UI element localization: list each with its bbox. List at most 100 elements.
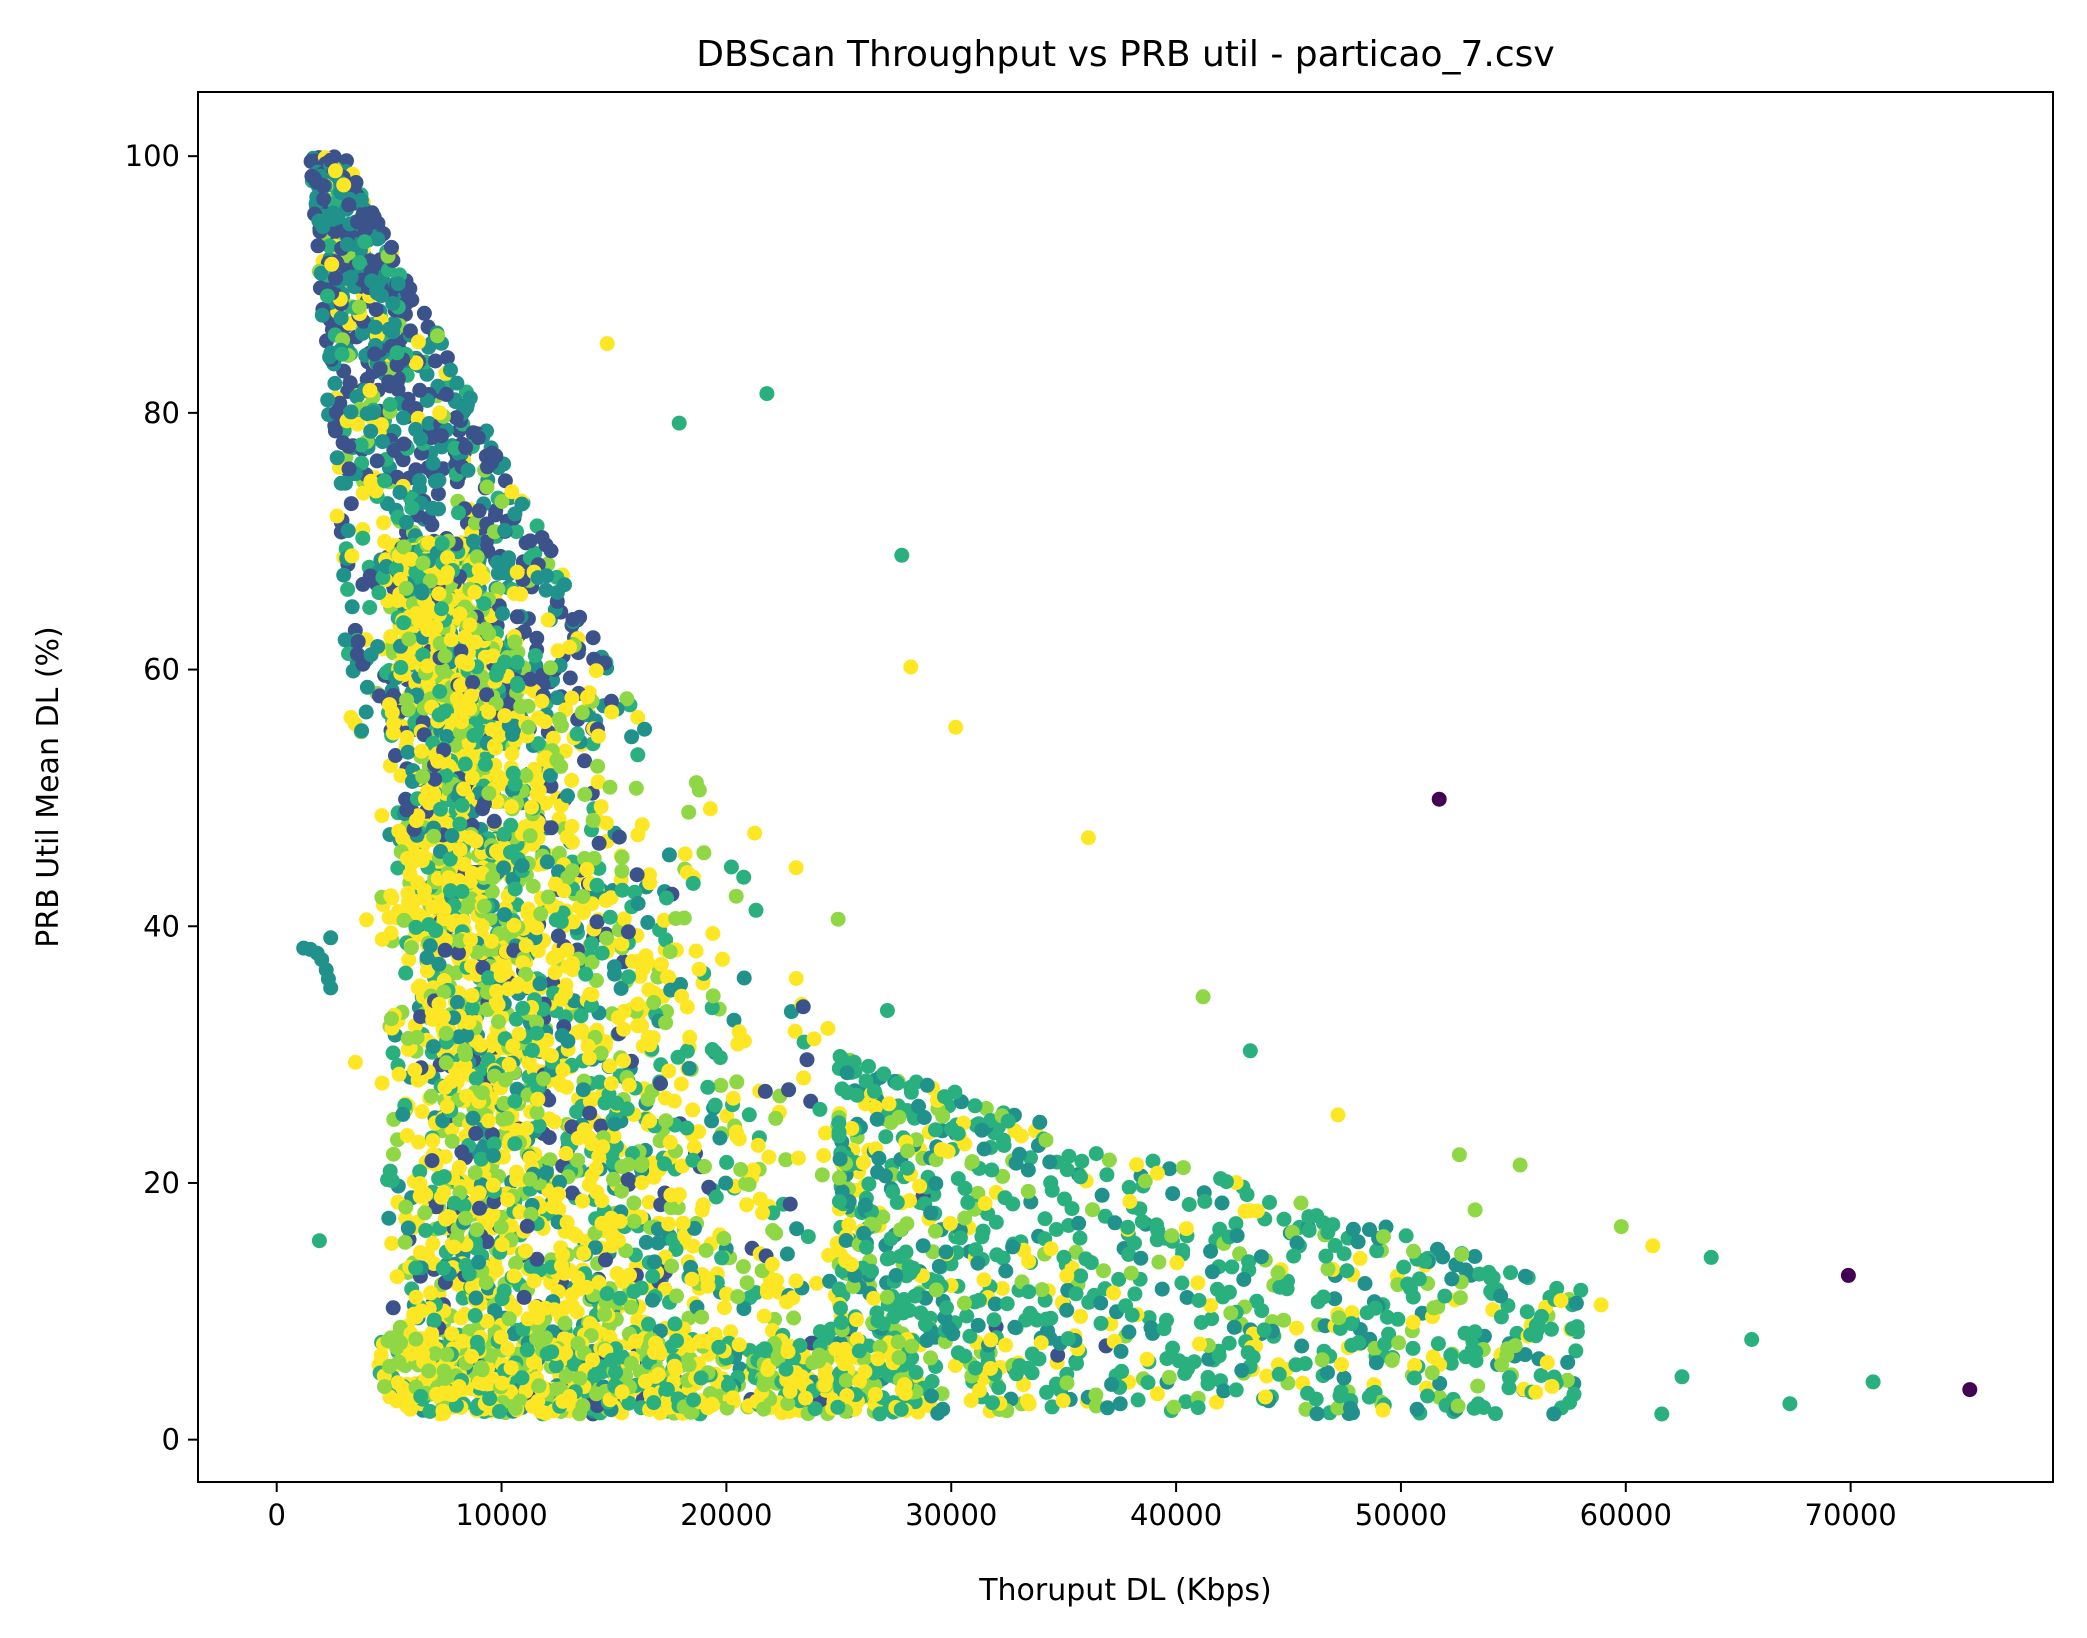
data-point xyxy=(400,1031,416,1046)
data-point xyxy=(343,269,359,285)
data-point xyxy=(1139,1351,1155,1367)
data-point xyxy=(1073,1268,1089,1284)
data-point xyxy=(626,1213,642,1229)
data-point xyxy=(747,825,763,841)
data-point xyxy=(679,1120,695,1136)
data-point xyxy=(866,1083,882,1099)
data-point xyxy=(340,523,356,539)
data-point xyxy=(589,914,605,930)
data-point xyxy=(540,889,556,905)
data-point xyxy=(362,600,378,615)
data-point xyxy=(463,932,478,948)
data-point xyxy=(423,1285,439,1301)
data-point xyxy=(858,1073,874,1089)
data-point xyxy=(1193,1315,1209,1330)
data-point xyxy=(1309,1406,1325,1422)
data-point xyxy=(833,1300,848,1316)
data-point xyxy=(1259,1368,1275,1384)
data-point xyxy=(343,496,359,512)
data-point xyxy=(785,1290,801,1306)
data-point xyxy=(1059,1302,1075,1318)
data-point xyxy=(481,970,497,986)
data-point xyxy=(1485,1270,1501,1286)
data-point xyxy=(1384,1353,1400,1368)
data-point xyxy=(614,1274,630,1289)
data-point xyxy=(497,473,513,489)
data-point xyxy=(481,785,497,801)
data-point xyxy=(467,515,483,531)
data-point xyxy=(539,854,555,870)
data-point xyxy=(327,163,343,179)
data-point xyxy=(500,555,516,570)
data-point xyxy=(422,938,438,954)
data-point xyxy=(444,1133,460,1149)
data-point xyxy=(1470,1378,1486,1394)
data-point xyxy=(436,902,452,918)
data-point xyxy=(691,1124,707,1140)
data-point xyxy=(1549,1280,1565,1296)
data-point xyxy=(401,631,417,647)
data-point xyxy=(799,1052,815,1068)
data-point xyxy=(831,1194,847,1209)
data-point xyxy=(468,1071,484,1087)
data-point xyxy=(1071,1215,1087,1231)
data-point xyxy=(350,634,366,650)
data-point xyxy=(1175,1242,1191,1258)
data-point xyxy=(1179,1290,1195,1305)
data-point xyxy=(577,753,592,769)
data-point xyxy=(538,1165,554,1181)
data-point xyxy=(548,912,564,928)
data-point xyxy=(541,1092,557,1108)
data-point xyxy=(393,768,409,784)
data-point xyxy=(416,890,432,906)
data-point xyxy=(1072,1230,1088,1246)
data-point xyxy=(937,1089,952,1105)
data-point xyxy=(719,1108,735,1124)
data-point xyxy=(1085,1202,1100,1218)
data-point xyxy=(551,845,567,861)
data-point xyxy=(523,1206,539,1222)
data-point xyxy=(1020,1393,1035,1409)
data-point xyxy=(641,982,657,998)
data-point xyxy=(593,1118,609,1134)
data-point xyxy=(408,1289,424,1305)
data-point xyxy=(485,1177,501,1193)
data-point xyxy=(1221,1335,1237,1351)
data-point xyxy=(1405,1340,1421,1356)
data-point xyxy=(474,1085,490,1101)
data-point xyxy=(630,1018,646,1034)
data-point xyxy=(389,357,405,373)
data-point xyxy=(383,629,399,644)
data-point xyxy=(665,1232,681,1248)
data-point xyxy=(515,955,531,971)
data-point xyxy=(1164,1228,1180,1244)
data-point xyxy=(1400,1276,1416,1292)
data-point xyxy=(653,1076,668,1091)
data-point xyxy=(599,1286,615,1302)
data-point xyxy=(675,1215,691,1231)
data-point xyxy=(1140,1375,1156,1390)
data-point xyxy=(324,256,340,272)
data-point xyxy=(558,1368,574,1384)
data-point xyxy=(439,729,455,744)
data-point xyxy=(696,845,712,861)
data-point xyxy=(303,153,319,169)
data-point xyxy=(658,1113,674,1129)
data-point xyxy=(412,382,428,398)
data-point xyxy=(704,1113,720,1129)
data-point xyxy=(372,361,388,377)
data-point xyxy=(456,781,472,797)
data-point xyxy=(736,970,752,986)
data-point xyxy=(555,1247,571,1263)
data-point xyxy=(1229,1228,1245,1244)
data-point xyxy=(562,670,578,686)
data-point xyxy=(410,334,426,350)
data-point xyxy=(1059,1375,1075,1391)
data-point xyxy=(1134,1214,1150,1230)
data-point xyxy=(322,238,337,254)
data-point xyxy=(593,1045,609,1061)
data-point xyxy=(383,1011,399,1027)
data-point xyxy=(750,1137,766,1153)
data-point xyxy=(786,1310,802,1326)
data-point xyxy=(506,1268,522,1284)
